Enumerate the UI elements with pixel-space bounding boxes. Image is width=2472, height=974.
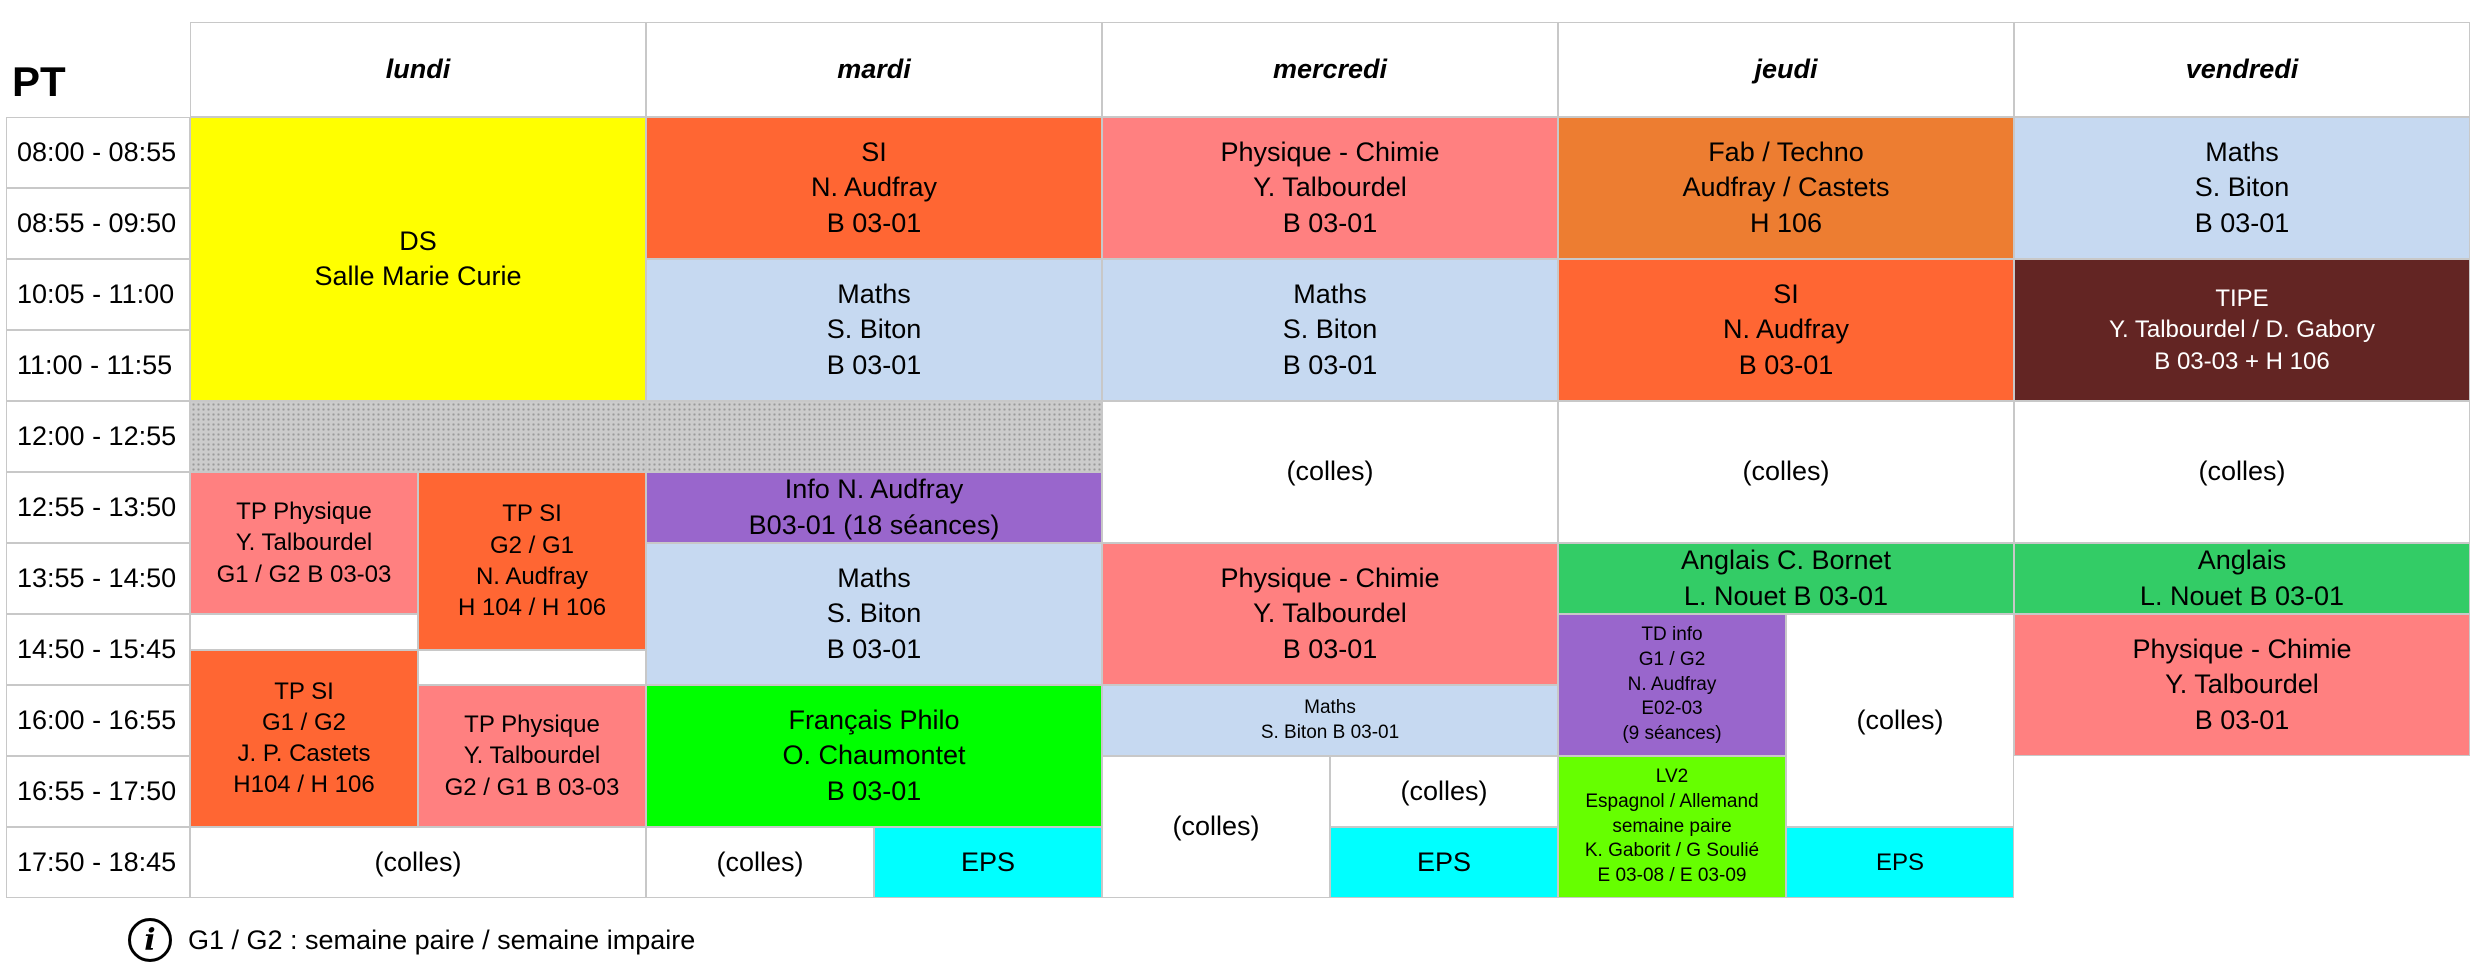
maths-mardi-2: Maths S. Biton B 03-01 — [646, 543, 1102, 685]
time-slot: 17:50 - 18:45 — [6, 827, 190, 898]
day-header-vendredi: vendredi — [2014, 22, 2470, 117]
time-slot: 08:00 - 08:55 — [6, 117, 190, 188]
physique-mercredi-1: Physique - Chimie Y. Talbourdel B 03-01 — [1102, 117, 1558, 259]
time-slot: 16:00 - 16:55 — [6, 685, 190, 756]
day-header-jeudi: jeudi — [1558, 22, 2014, 117]
time-slot: 12:55 - 13:50 — [6, 472, 190, 543]
eps-jeudi: EPS — [1786, 827, 2014, 898]
fab-jeudi: Fab / Techno Audfray / Castets H 106 — [1558, 117, 2014, 259]
francais-mardi: Français Philo O. Chaumontet B 03-01 — [646, 685, 1102, 827]
day-header-mardi: mardi — [646, 22, 1102, 117]
lunch-lundi — [190, 401, 646, 472]
time-slot: 12:00 - 12:55 — [6, 401, 190, 472]
colles-lundi: (colles) — [190, 827, 646, 898]
info-mardi: Info N. Audfray B03-01 (18 séances) — [646, 472, 1102, 543]
anglais-jeudi: Anglais C. Bornet L. Nouet B 03-01 — [1558, 543, 2014, 614]
tp-si-lundi-1: TP SI G2 / G1 N. Audfray H 104 / H 106 — [418, 472, 646, 650]
day-header-lundi: lundi — [190, 22, 646, 117]
colles-mercredi-3: (colles) — [1330, 756, 1558, 827]
maths-mardi-1: Maths S. Biton B 03-01 — [646, 259, 1102, 401]
physique-mercredi-2: Physique - Chimie Y. Talbourdel B 03-01 — [1102, 543, 1558, 685]
si-jeudi: SI N. Audfray B 03-01 — [1558, 259, 2014, 401]
maths-vendredi: Maths S. Biton B 03-01 — [2014, 117, 2470, 259]
tp-physique-lundi-1: TP Physique Y. Talbourdel G1 / G2 B 03-0… — [190, 472, 418, 614]
ds-block: DS Salle Marie Curie — [190, 117, 646, 401]
time-slot: 14:50 - 15:45 — [6, 614, 190, 685]
time-slot: 10:05 - 11:00 — [6, 259, 190, 330]
gap-lundi-right — [418, 649, 646, 685]
gap-lundi-left — [190, 614, 418, 650]
maths-mercredi-2: Maths S. Biton B 03-01 — [1102, 685, 1558, 756]
td-info-jeudi: TD info G1 / G2 N. Audfray E02-03 (9 séa… — [1558, 614, 1786, 756]
footnote: i G1 / G2 : semaine paire / semaine impa… — [128, 918, 695, 962]
footnote-text: G1 / G2 : semaine paire / semaine impair… — [188, 924, 696, 955]
colles-jeudi-1: (colles) — [1558, 401, 2014, 543]
anglais-vendredi: Anglais L. Nouet B 03-01 — [2014, 543, 2470, 614]
day-header-mercredi: mercredi — [1102, 22, 1558, 117]
info-icon: i — [128, 918, 172, 962]
eps-mardi: EPS — [874, 827, 1102, 898]
class-label: PT — [12, 58, 66, 105]
time-slot: 16:55 - 17:50 — [6, 756, 190, 827]
lv2-jeudi: LV2 Espagnol / Allemand semaine paire K.… — [1558, 756, 1786, 898]
time-slot: 08:55 - 09:50 — [6, 188, 190, 259]
physique-vendredi: Physique - Chimie Y. Talbourdel B 03-01 — [2014, 614, 2470, 756]
lunch-mardi — [646, 401, 1102, 472]
colles-jeudi-2: (colles) — [1786, 614, 2014, 827]
si-mardi: SI N. Audfray B 03-01 — [646, 117, 1102, 259]
colles-vendredi: (colles) — [2014, 401, 2470, 543]
colles-mercredi-1: (colles) — [1102, 401, 1558, 543]
tp-physique-lundi-2: TP Physique Y. Talbourdel G2 / G1 B 03-0… — [418, 685, 646, 827]
tipe-vendredi: TIPE Y. Talbourdel / D. Gabory B 03-03 +… — [2014, 259, 2470, 401]
colles-mardi: (colles) — [646, 827, 874, 898]
time-slot: 11:00 - 11:55 — [6, 330, 190, 401]
eps-mercredi: EPS — [1330, 827, 1558, 898]
time-slot: 13:55 - 14:50 — [6, 543, 190, 614]
colles-mercredi-2: (colles) — [1102, 756, 1330, 898]
maths-mercredi-1: Maths S. Biton B 03-01 — [1102, 259, 1558, 401]
tp-si-lundi-2: TP SI G1 / G2 J. P. Castets H104 / H 106 — [190, 649, 418, 827]
